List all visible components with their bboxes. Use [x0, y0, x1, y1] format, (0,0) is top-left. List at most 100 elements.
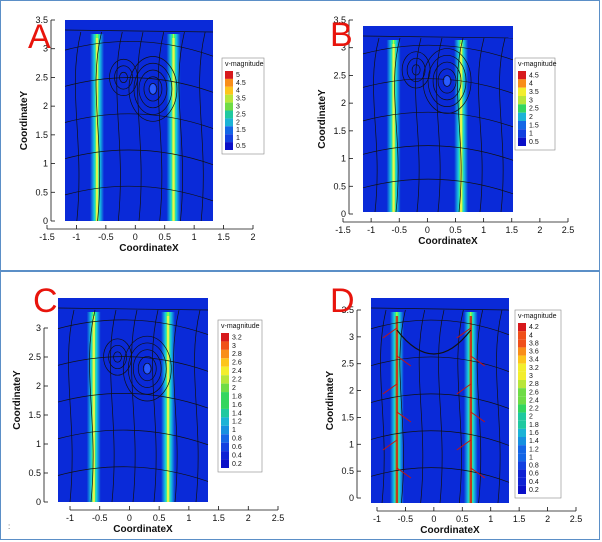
legend-swatch [225, 94, 233, 103]
legend-value: 2.2 [529, 406, 539, 413]
legend-swatch [518, 87, 526, 96]
x-tick-label: -0.5 [398, 514, 414, 524]
legend-value: 0.4 [529, 479, 539, 486]
legend-swatch [225, 142, 233, 150]
jet-core [92, 316, 95, 502]
legend-value: 3 [236, 104, 240, 111]
x-tick-label: -1 [72, 232, 80, 242]
legend-value: 2.5 [236, 111, 246, 118]
legend-swatch [518, 96, 526, 105]
legend-value: 4 [236, 88, 240, 95]
x-tick-label: -0.5 [98, 232, 114, 242]
streamlines [57, 307, 209, 503]
x-tick-label: 2 [246, 513, 251, 523]
streamlines [370, 307, 510, 504]
panel-d-label: D [330, 282, 355, 320]
legend-swatch [518, 79, 526, 88]
legend-value: 1.8 [529, 422, 539, 429]
legend-swatch [518, 347, 526, 356]
x-tick-label: -1.5 [39, 232, 55, 242]
legend-swatch [221, 392, 229, 401]
row-divider [0, 270, 600, 272]
y-tick-label: 3 [349, 332, 354, 342]
jet-core [392, 44, 395, 212]
legend-swatch [221, 400, 229, 409]
legend-swatch [221, 417, 229, 426]
legend-value: 2.8 [232, 351, 242, 358]
axes: -1 -0.5 0 0.5 1 1.5 2 2.5 0 0.5 1 1.5 2 2.5 3 3.5 [341, 305, 582, 524]
x-axis-label: CoordinateX [420, 525, 480, 536]
legend-swatch [225, 134, 233, 143]
legend-value: 2 [232, 385, 236, 392]
x-tick-label: 1 [488, 514, 493, 524]
legend-swatch [225, 126, 233, 135]
x-tick-label: 2.5 [570, 514, 583, 524]
axes: -1.5 -1 -0.5 0 0.5 1 1.5 200.511.522.533.5 [35, 15, 255, 242]
legend-value: 3.6 [529, 349, 539, 356]
y-axis-label: CoordinateY [12, 370, 23, 430]
legend-value: 1.8 [232, 393, 242, 400]
y-tick-label: 0 [43, 216, 48, 226]
y-tick-label: 0.5 [35, 187, 48, 197]
jet-core [166, 316, 170, 502]
y-tick-label: 0 [341, 209, 346, 219]
panel-d: -1 -0.5 0 0.5 1 1.5 2 2.5 0 0.5 1 1.5 2 2.5 3 3.5 Coordi… [300, 272, 600, 540]
y-tick-label: 1.5 [28, 410, 41, 420]
x-axis-label: CoordinateX [119, 243, 179, 254]
jet-core [469, 316, 473, 503]
legend-value: 1.4 [232, 410, 242, 417]
legend-swatch [225, 118, 233, 127]
y-tick-label: 2.5 [341, 359, 354, 369]
y-tick-label: 3 [43, 44, 48, 54]
panel-a-plot: -1.5 -1 -0.5 0 0.5 1 1.5 200.511.522.533.5Coord… [19, 15, 265, 254]
legend-value: 0.5 [529, 139, 539, 146]
legend-value: 2.4 [529, 397, 539, 404]
y-tick-label: 3 [36, 323, 41, 333]
y-tick-label: 1.5 [341, 412, 354, 422]
legend-value: 1 [529, 454, 533, 461]
y-tick-label: 0.5 [333, 181, 346, 191]
x-tick-label: 1.5 [513, 514, 526, 524]
y-tick-label: 0 [349, 493, 354, 503]
x-tick-label: -1 [66, 513, 74, 523]
x-tick-label: 1 [186, 513, 191, 523]
legend-value: 2.4 [232, 368, 242, 375]
legend-swatch [518, 323, 526, 332]
y-tick-label: 3.5 [35, 15, 48, 25]
legend-swatch [518, 428, 526, 437]
legend-value: 1.6 [232, 402, 242, 409]
jet-core [459, 44, 463, 212]
x-tick-label: 0 [431, 514, 436, 524]
legend-value: 1.4 [529, 438, 539, 445]
legend-swatch [518, 461, 526, 470]
x-tick-label: 1.5 [212, 513, 225, 523]
legend-value: 0.8 [232, 436, 242, 443]
legend-swatch [518, 477, 526, 486]
legend-swatch [518, 469, 526, 478]
panel-c-label: C [33, 282, 58, 320]
legend-value: 2 [529, 414, 533, 421]
x-tick-label: 2 [545, 514, 550, 524]
legend-swatch [518, 137, 526, 146]
legend-swatch [225, 78, 233, 87]
legend-swatch [518, 104, 526, 113]
legend-title: v-magnitude [225, 61, 264, 68]
x-tick-label: -0.5 [92, 513, 108, 523]
x-tick-label: 0 [425, 225, 430, 235]
x-tick-label: 0 [133, 232, 138, 242]
x-axis-label: CoordinateX [418, 236, 478, 247]
y-tick-label: 2 [43, 101, 48, 111]
y-axis-label: CoordinateY [317, 89, 328, 149]
y-tick-label: 0.5 [341, 466, 354, 476]
panel-a: -1.5 -1 -0.5 0 0.5 1 1.5 2 0 0.5 1 1.5 2 2.5 3 3.5 Coord… [0, 0, 300, 270]
legend-value: 1 [529, 131, 533, 138]
x-tick-label: 1.5 [217, 232, 230, 242]
streamlines [64, 29, 214, 222]
legend-swatch [518, 437, 526, 446]
legend-swatch [221, 459, 229, 468]
legend-swatch [221, 408, 229, 418]
y-tick-label: 3 [341, 43, 346, 53]
y-tick-label: 2 [349, 386, 354, 396]
color-legend: v-magnitude 3.2 32.8 2.62.4 2.221.8 1.61.4 1.2… [217, 319, 263, 473]
legend-swatch [518, 420, 526, 429]
